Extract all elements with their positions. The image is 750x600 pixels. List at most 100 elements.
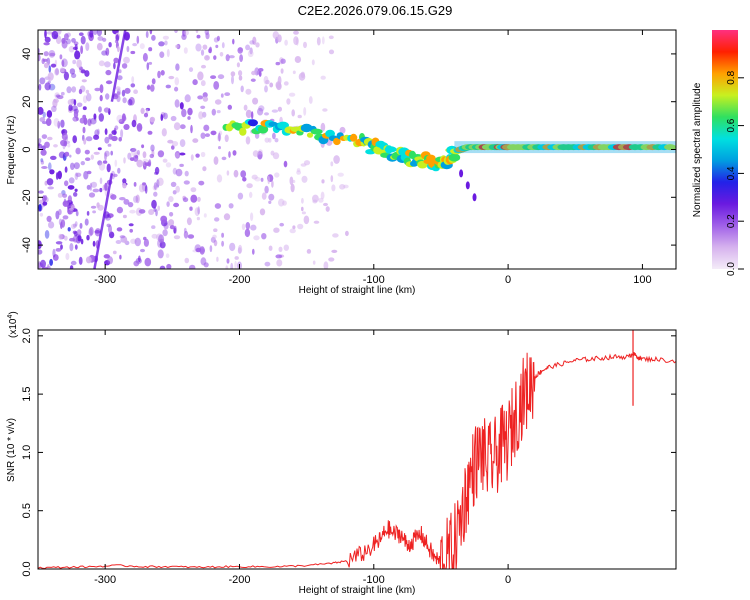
noise-speckle bbox=[67, 99, 75, 106]
noise-speckle bbox=[263, 75, 269, 85]
snr-x-axis-label: Height of straight line (km) bbox=[299, 585, 416, 596]
noise-speckle bbox=[157, 177, 164, 186]
noise-speckle bbox=[166, 263, 172, 269]
noise-speckle bbox=[183, 47, 188, 54]
svg-text:(x104): (x104) bbox=[7, 311, 19, 338]
noise-speckle bbox=[61, 37, 66, 44]
noise-speckle bbox=[190, 154, 194, 161]
noise-speckle bbox=[64, 33, 69, 41]
noise-speckle bbox=[312, 199, 318, 204]
noise-speckle bbox=[144, 185, 148, 194]
noise-speckle bbox=[200, 80, 206, 87]
noise-speckle bbox=[133, 195, 139, 203]
noise-speckle bbox=[264, 261, 271, 267]
noise-speckle bbox=[238, 244, 243, 254]
noise-speckle bbox=[76, 229, 82, 236]
noise-speckle bbox=[69, 265, 74, 269]
noise-speckle bbox=[323, 261, 329, 269]
noise-speckle bbox=[146, 85, 151, 90]
noise-speckle bbox=[117, 45, 120, 53]
noise-speckle bbox=[93, 134, 100, 140]
noise-speckle bbox=[80, 45, 83, 54]
noise-speckle bbox=[252, 150, 259, 157]
noise-speckle bbox=[228, 151, 231, 158]
noise-speckle bbox=[97, 204, 104, 211]
noise-speckle bbox=[236, 62, 240, 68]
noise-speckle bbox=[179, 163, 184, 167]
noise-speckle bbox=[85, 256, 92, 264]
noise-speckle bbox=[39, 212, 44, 217]
noise-speckle bbox=[203, 262, 209, 268]
noise-speckle bbox=[97, 147, 102, 151]
noise-speckle bbox=[331, 184, 336, 192]
noise-speckle bbox=[276, 82, 282, 91]
noise-speckle bbox=[46, 178, 54, 186]
noise-speckle bbox=[298, 72, 306, 81]
noise-speckle bbox=[221, 240, 225, 247]
noise-speckle bbox=[58, 151, 66, 159]
noise-speckle bbox=[107, 143, 112, 147]
noise-speckle bbox=[72, 116, 79, 122]
spectrogram-marks bbox=[38, 30, 676, 269]
noise-speckle bbox=[264, 112, 269, 116]
noise-speckle bbox=[70, 260, 77, 266]
noise-speckle bbox=[258, 149, 263, 155]
noise-speckle bbox=[142, 151, 147, 159]
noise-speckle bbox=[99, 187, 103, 193]
noise-streak bbox=[93, 173, 114, 269]
noise-speckle bbox=[277, 106, 282, 112]
ridge-blob bbox=[306, 132, 314, 138]
noise-speckle bbox=[104, 150, 110, 157]
noise-speckle bbox=[165, 253, 170, 258]
noise-speckle bbox=[271, 109, 279, 113]
noise-speckle bbox=[38, 203, 42, 212]
noise-speckle bbox=[243, 104, 248, 111]
noise-speckle bbox=[105, 47, 110, 56]
noise-speckle bbox=[259, 208, 266, 216]
noise-speckle bbox=[122, 97, 127, 104]
noise-speckle bbox=[272, 152, 280, 160]
noise-speckle bbox=[333, 155, 340, 164]
spectrogram-x-axis-label: Height of straight line (km) bbox=[299, 285, 416, 296]
noise-speckle bbox=[257, 107, 264, 116]
noise-speckle bbox=[77, 102, 83, 108]
noise-speckle bbox=[284, 39, 288, 46]
noise-speckle bbox=[214, 99, 222, 105]
noise-speckle bbox=[87, 118, 92, 127]
noise-speckle bbox=[213, 55, 217, 60]
noise-speckle bbox=[320, 191, 325, 200]
noise-speckle bbox=[81, 79, 87, 83]
noise-speckle bbox=[247, 50, 254, 58]
noise-speckle bbox=[229, 242, 236, 252]
noise-speckle bbox=[41, 58, 45, 65]
noise-speckle bbox=[219, 52, 224, 57]
noise-speckle bbox=[215, 44, 219, 49]
noise-speckle bbox=[216, 256, 219, 262]
noise-speckle bbox=[249, 40, 255, 45]
noise-speckle bbox=[65, 140, 70, 144]
noise-speckle bbox=[141, 144, 145, 149]
noise-speckle bbox=[268, 245, 273, 251]
noise-speckle bbox=[38, 138, 42, 144]
noise-speckle bbox=[203, 124, 210, 132]
noise-speckle bbox=[283, 244, 289, 251]
noise-speckle bbox=[104, 136, 110, 144]
noise-speckle bbox=[273, 227, 280, 233]
noise-speckle bbox=[233, 169, 239, 178]
noise-speckle bbox=[171, 145, 175, 150]
noise-speckle bbox=[57, 170, 62, 180]
noise-speckle bbox=[69, 68, 76, 75]
noise-speckle bbox=[213, 156, 219, 165]
noise-speckle bbox=[142, 182, 146, 186]
noise-speckle bbox=[183, 180, 190, 185]
noise-speckle bbox=[145, 30, 149, 39]
noise-speckle bbox=[133, 260, 140, 267]
noise-speckle bbox=[254, 132, 260, 139]
noise-speckle bbox=[49, 52, 56, 57]
noise-speckle bbox=[74, 172, 79, 180]
noise-speckle bbox=[104, 61, 111, 68]
noise-speckle bbox=[195, 43, 202, 52]
secondary-streak-point bbox=[472, 193, 477, 202]
noise-speckle bbox=[73, 41, 79, 46]
noise-speckle bbox=[320, 122, 326, 132]
